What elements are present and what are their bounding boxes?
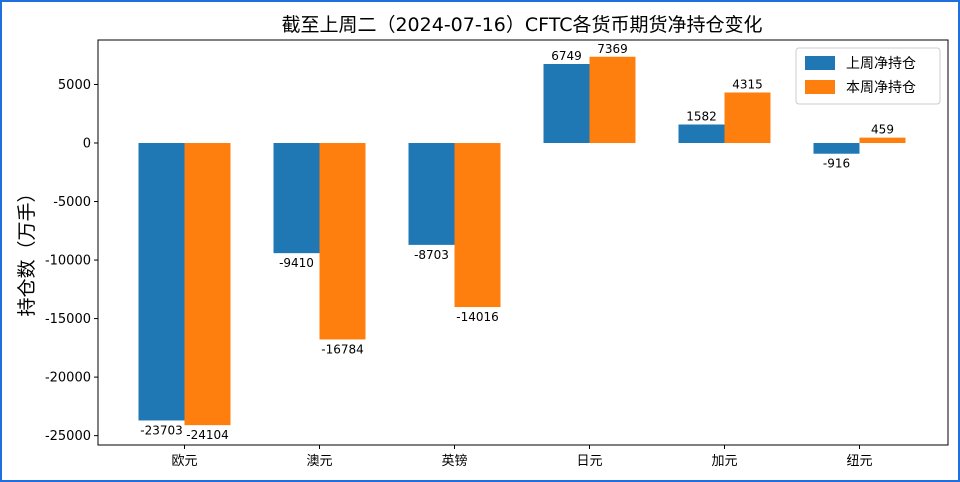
data-label: -8703 xyxy=(414,248,449,262)
chart-title: 截至上周二（2024-07-16）CFTC各货币期货净持仓变化 xyxy=(281,14,762,36)
data-label: 459 xyxy=(871,123,894,137)
y-tick-label: -20000 xyxy=(45,371,91,386)
data-label: 4315 xyxy=(732,77,763,91)
plot-frame xyxy=(97,39,949,446)
legend-swatch xyxy=(805,56,835,70)
legend-label: 本周净持仓 xyxy=(846,80,916,96)
x-tick-label: 纽元 xyxy=(846,454,872,469)
data-label: 1582 xyxy=(686,109,717,123)
bar-last-week-4 xyxy=(678,124,725,144)
y-tick-label: 5000 xyxy=(58,78,91,93)
bar-last-week-2 xyxy=(408,143,455,245)
bar-this-week-4 xyxy=(724,92,771,144)
bar-this-week-3 xyxy=(589,56,636,144)
bar-last-week-0 xyxy=(138,143,185,421)
legend-swatch xyxy=(805,80,835,94)
bar-last-week-5 xyxy=(813,143,860,154)
data-label: 7369 xyxy=(597,42,628,56)
legend-label: 上周净持仓 xyxy=(846,56,916,72)
y-axis-label: 持仓数（万手） xyxy=(16,183,38,316)
data-label: -14016 xyxy=(456,310,499,324)
y-tick-label: -5000 xyxy=(53,195,91,210)
bar-this-week-5 xyxy=(859,137,906,144)
bar-this-week-1 xyxy=(319,143,366,340)
bar-this-week-0 xyxy=(184,143,231,426)
data-label: -23703 xyxy=(140,423,183,437)
data-label: -916 xyxy=(823,157,850,171)
data-label: -9410 xyxy=(279,256,314,270)
x-tick-label: 日元 xyxy=(576,454,602,469)
data-labels-group: -23703 -24104 -9410 -16784 -8703 -14016 6749 73… xyxy=(140,42,894,442)
data-label: -24104 xyxy=(186,428,229,442)
x-tick-label: 澳元 xyxy=(306,453,332,469)
x-tick-label: 英镑 xyxy=(441,453,467,469)
data-label: -16784 xyxy=(321,342,364,356)
y-tick-label: -25000 xyxy=(45,429,91,444)
y-tick-label: -10000 xyxy=(45,254,91,269)
y-tick-label: 0 xyxy=(83,137,91,152)
x-tick-label: 加元 xyxy=(711,454,737,469)
bar-last-week-1 xyxy=(273,143,320,254)
data-label: 6749 xyxy=(551,49,582,63)
axes-group: 欧元 澳元 英镑 日元 加元 纽元 5000 0 -5000 -10000 -15000 -20000… xyxy=(45,39,949,469)
y-tick-label: -15000 xyxy=(45,312,91,327)
bar-this-week-2 xyxy=(454,143,501,308)
bars-group xyxy=(138,56,906,426)
bar-last-week-3 xyxy=(543,64,590,144)
x-tick-label: 欧元 xyxy=(171,454,197,469)
